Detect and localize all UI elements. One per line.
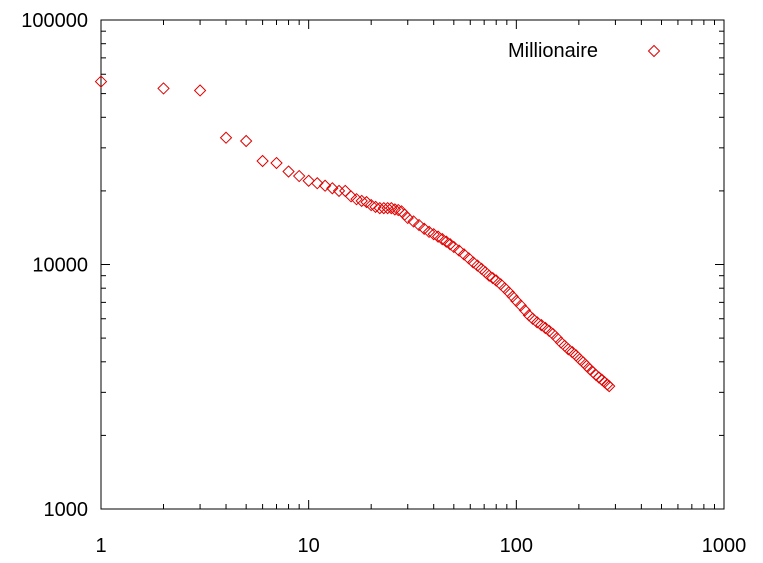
- data-point: [381, 201, 394, 215]
- data-point: [452, 244, 466, 257]
- data-point: [558, 339, 571, 353]
- y-tick-label: 1000: [44, 499, 89, 521]
- data-point: [344, 190, 358, 203]
- x-tick-label: 1: [95, 535, 106, 557]
- data-point: [339, 184, 352, 198]
- data-point: [282, 165, 295, 178]
- data-point: [550, 331, 564, 345]
- data-point: [602, 379, 616, 393]
- x-tick-label: 10: [298, 535, 320, 557]
- data-point: [302, 174, 315, 187]
- data-point: [193, 84, 207, 97]
- y-tick-label: 100000: [21, 10, 88, 32]
- data-point: [94, 75, 108, 88]
- data-point: [506, 290, 519, 303]
- data-point: [412, 218, 426, 232]
- data-point: [457, 248, 471, 261]
- data-point: [526, 312, 539, 325]
- data-point: [157, 82, 170, 95]
- data-point: [401, 211, 414, 225]
- data-point: [447, 240, 461, 254]
- legend-label-millionaire: Millionaire: [508, 40, 598, 62]
- data-point: [440, 235, 453, 248]
- data-point: [392, 203, 405, 217]
- data-point: [388, 203, 402, 216]
- data-point: [270, 156, 283, 170]
- data-point: [554, 336, 568, 349]
- data-point: [364, 198, 378, 212]
- data-point: [486, 271, 499, 285]
- data-point: [498, 281, 512, 295]
- x-tick-label: 1000: [702, 535, 747, 557]
- data-point: [311, 177, 324, 190]
- data-point: [482, 269, 496, 282]
- data-point: [494, 278, 507, 291]
- legend-marker-millionaire: [647, 44, 661, 58]
- data-point: [350, 192, 363, 206]
- tick-marks: [100, 19, 725, 510]
- data-point: [292, 169, 306, 183]
- tick-labels: 1 10 100 1000 1000 10000 100000: [21, 10, 746, 557]
- data-point: [502, 286, 516, 299]
- legend: Millionaire: [508, 40, 661, 62]
- data-point: [436, 232, 449, 246]
- y-tick-label: 10000: [32, 255, 88, 277]
- data-point: [332, 184, 346, 198]
- plot-frame: [100, 19, 725, 510]
- data-point: [443, 238, 457, 251]
- data-point: [219, 131, 233, 144]
- data-point: [256, 154, 269, 168]
- data-point: [355, 194, 368, 208]
- data-point: [407, 215, 420, 228]
- data-point: [385, 201, 398, 215]
- data-points: [94, 75, 616, 393]
- data-point: [369, 200, 382, 214]
- data-point: [398, 208, 411, 221]
- data-point: [326, 182, 339, 195]
- data-point: [318, 179, 332, 192]
- data-point: [239, 134, 253, 148]
- x-tick-label: 100: [500, 535, 533, 557]
- data-point: [518, 304, 532, 317]
- data-point: [462, 252, 475, 265]
- data-point: [475, 262, 488, 276]
